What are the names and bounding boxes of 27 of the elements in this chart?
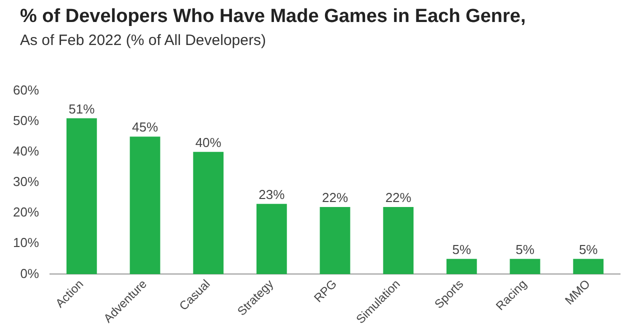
data-label: 23% (258, 186, 286, 202)
y-tick-label: 0% (20, 266, 40, 281)
bar (256, 204, 287, 274)
y-tick-label: 10% (12, 235, 40, 250)
data-label: 5% (578, 242, 598, 257)
data-label: 5% (516, 242, 535, 257)
y-tick-label: 50% (12, 112, 40, 128)
bar (446, 258, 477, 274)
bar (130, 136, 160, 274)
y-tick-label: 40% (12, 144, 40, 159)
bar (383, 206, 414, 274)
data-label: 51% (68, 101, 96, 116)
data-label: 40% (195, 135, 222, 150)
data-label: 45% (132, 120, 158, 135)
bar (510, 258, 540, 274)
bar (320, 206, 350, 274)
chart-subtitle: As of Feb 2022 (% of All Developers) (20, 32, 266, 49)
y-tick-label: 20% (12, 204, 40, 220)
data-label: 5% (452, 242, 472, 257)
bar (66, 118, 97, 274)
bar (573, 258, 604, 274)
y-tick-label: 30% (12, 174, 40, 190)
bar (193, 152, 224, 274)
data-label: 22% (322, 190, 348, 206)
data-label: 22% (385, 190, 412, 206)
y-tick-label: 60% (12, 82, 40, 98)
chart-title: % of Developers Who Have Made Games in Each Genre, (20, 6, 526, 28)
